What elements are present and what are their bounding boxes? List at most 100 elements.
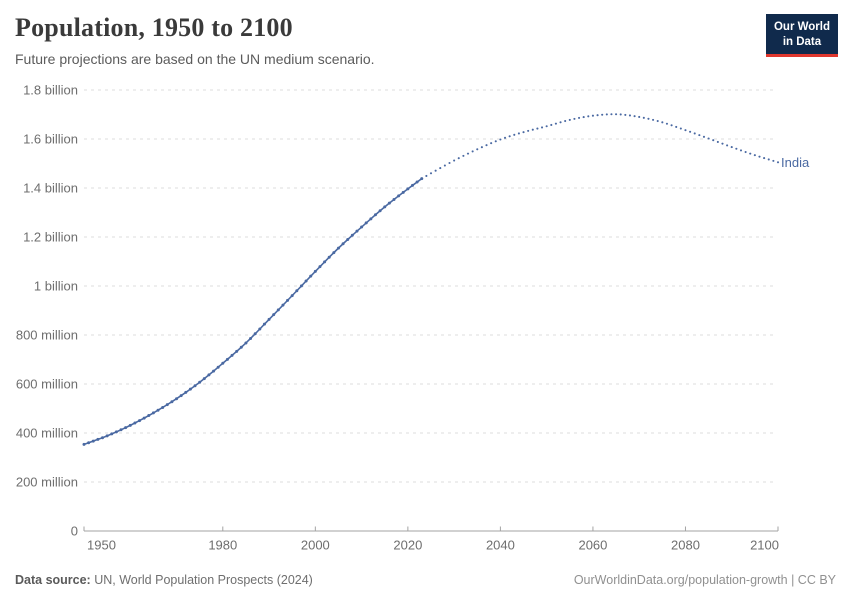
- y-axis-label: 400 million: [16, 426, 78, 441]
- data-point: [420, 177, 424, 181]
- data-point: [364, 221, 368, 225]
- data-point: [267, 317, 271, 321]
- projection-point: [601, 113, 604, 116]
- data-point: [373, 213, 377, 217]
- owid-logo-line2: in Data: [782, 35, 822, 48]
- projection-point: [610, 113, 613, 116]
- projection-point: [772, 159, 775, 162]
- data-point: [161, 405, 165, 409]
- projection-point: [633, 115, 636, 118]
- data-point: [142, 416, 146, 420]
- series-historical[interactable]: [82, 177, 424, 446]
- data-point: [346, 237, 350, 241]
- data-point: [216, 365, 220, 369]
- projection-point: [763, 157, 766, 160]
- projection-point: [642, 116, 645, 119]
- chart-subtitle: Future projections are based on the UN m…: [15, 51, 375, 67]
- y-axis-label: 200 million: [16, 475, 78, 490]
- data-point: [114, 430, 118, 434]
- projection-point: [735, 147, 738, 150]
- x-axis-label: 2080: [671, 538, 700, 553]
- data-point: [387, 201, 391, 205]
- data-point: [133, 421, 137, 425]
- data-point: [170, 400, 174, 404]
- projection-point: [554, 122, 557, 125]
- data-point: [239, 345, 243, 349]
- data-point: [249, 336, 253, 340]
- data-point: [350, 233, 354, 237]
- data-point: [110, 432, 114, 436]
- y-axis-label: 800 million: [16, 328, 78, 343]
- x-axis-label: 1980: [208, 538, 237, 553]
- projection-point: [503, 136, 507, 139]
- projection-point: [652, 118, 655, 121]
- projection-point: [443, 164, 446, 167]
- data-point: [193, 384, 197, 388]
- data-point: [281, 303, 285, 307]
- projection-point: [582, 116, 585, 119]
- data-point: [355, 229, 359, 233]
- data-point: [318, 265, 322, 269]
- owid-logo[interactable]: Our World in Data: [765, 14, 838, 57]
- projection-point: [693, 132, 696, 135]
- projection-point: [638, 115, 641, 118]
- projection-point: [615, 113, 618, 116]
- projection-point: [485, 144, 488, 147]
- projection-point: [684, 129, 687, 132]
- projection-point: [726, 144, 729, 147]
- projection-point: [439, 167, 442, 170]
- data-point: [406, 187, 410, 191]
- data-source-text: UN, World Population Prospects (2024): [94, 573, 313, 587]
- projection-point: [425, 174, 428, 178]
- projection-point: [698, 134, 701, 137]
- projection-point: [527, 129, 530, 132]
- projection-point: [508, 135, 511, 138]
- projection-point: [776, 161, 780, 164]
- projection-point: [517, 132, 520, 135]
- y-axis-label: 0: [71, 524, 78, 539]
- projection-point: [647, 117, 650, 120]
- entity-label-india[interactable]: India: [781, 155, 810, 170]
- projection-point: [568, 118, 571, 121]
- data-point: [276, 308, 280, 312]
- series-projection[interactable]: [425, 113, 780, 178]
- projection-point: [513, 133, 516, 136]
- projection-point: [749, 152, 752, 155]
- data-point: [87, 441, 91, 445]
- data-point: [212, 369, 216, 373]
- data-source-note: Data source: UN, World Population Prospe…: [15, 573, 313, 587]
- x-axis-label: 2020: [393, 538, 422, 553]
- projection-point: [712, 139, 715, 142]
- data-point: [332, 251, 336, 255]
- data-point: [128, 423, 132, 427]
- credit-link[interactable]: OurWorldinData.org/population-growth | C…: [573, 573, 836, 587]
- projection-point: [564, 119, 567, 123]
- x-axis-label: 2100: [750, 538, 779, 553]
- projection-point: [656, 120, 659, 123]
- x-axis-label: 2040: [486, 538, 515, 553]
- data-point: [336, 246, 340, 250]
- data-point: [82, 442, 86, 446]
- projection-point: [670, 124, 673, 127]
- x-axis-label: 1950: [87, 538, 116, 553]
- y-axis-label: 600 million: [16, 377, 78, 392]
- projection-point: [573, 117, 576, 120]
- y-axis-label: 1.4 billion: [23, 181, 78, 196]
- projection-point: [494, 140, 497, 143]
- owid-logo-line1: Our World: [773, 21, 830, 33]
- data-point: [392, 197, 396, 201]
- data-point: [105, 434, 109, 438]
- data-point: [341, 242, 345, 246]
- data-point: [221, 361, 225, 365]
- data-point: [313, 269, 317, 273]
- projection-point: [721, 142, 724, 145]
- data-point: [119, 428, 123, 432]
- data-point: [230, 353, 234, 357]
- projection-point: [707, 137, 710, 140]
- projection-point: [490, 142, 493, 145]
- data-point: [327, 255, 331, 259]
- projection-point: [716, 140, 719, 143]
- projection-point: [758, 155, 761, 158]
